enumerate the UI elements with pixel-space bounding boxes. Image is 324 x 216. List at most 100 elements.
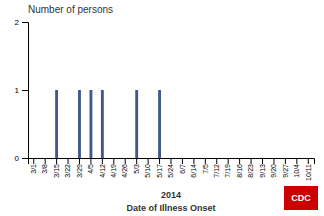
y-tick-label: 0 bbox=[15, 154, 20, 163]
x-tick-mark bbox=[239, 158, 240, 164]
x-tick-mark bbox=[308, 158, 309, 164]
x-tick-mark bbox=[216, 158, 217, 164]
y-tick: 0 bbox=[15, 154, 28, 163]
x-tick-mark bbox=[125, 158, 126, 164]
y-label: Number of persons bbox=[28, 4, 113, 15]
logo: CDC bbox=[284, 186, 318, 210]
y-tick-label: 1 bbox=[15, 86, 20, 95]
x-tick-label: 7/12 bbox=[213, 164, 220, 178]
y-tick-mark bbox=[22, 22, 28, 23]
x-tick: 10/4 bbox=[293, 158, 300, 178]
x-axis: 3/1 3/8 3/15 3/22 3/29 4/5 4/12 4/19 4/26 5/3 5/10… bbox=[29, 158, 315, 181]
x-tick: 4/19 bbox=[110, 158, 117, 178]
y-tick: 2 bbox=[15, 18, 28, 27]
x-tick-mark bbox=[136, 158, 137, 164]
x-tick: 3/8 bbox=[41, 158, 48, 174]
x-tick: 5/10 bbox=[144, 158, 151, 178]
x-tick-label: 9/27 bbox=[282, 164, 289, 178]
x-tick-label: 10/4 bbox=[293, 164, 300, 178]
x-tick-mark bbox=[159, 158, 160, 164]
x-tick-mark bbox=[68, 158, 69, 164]
y-axis: 0 1 2 bbox=[15, 18, 29, 163]
bar bbox=[158, 90, 161, 158]
x-tick-label: 8/23 bbox=[247, 164, 254, 178]
x-tick-label: 7/19 bbox=[224, 164, 231, 178]
x-tick-label: 6/7 bbox=[179, 164, 186, 174]
x-tick: 7/5 bbox=[202, 158, 209, 174]
x-tick: 3/1 bbox=[30, 158, 37, 174]
x-tick: 3/22 bbox=[64, 158, 71, 178]
x-tick: 4/26 bbox=[121, 158, 128, 178]
y-tick-label: 2 bbox=[15, 18, 20, 27]
y-tick: 1 bbox=[15, 86, 28, 95]
x-tick-mark bbox=[45, 158, 46, 164]
x-tick-mark bbox=[79, 158, 80, 164]
x-tick-mark bbox=[33, 158, 34, 164]
x-tick-label: 10/11 bbox=[305, 164, 312, 181]
x-tick-label: 3/22 bbox=[64, 164, 71, 178]
x-tick-mark bbox=[296, 158, 297, 164]
x-tick-label: 3/29 bbox=[76, 164, 83, 178]
chart: 3/1 3/8 3/15 3/22 3/29 4/5 4/12 4/19 4/26 5/3 5/10… bbox=[0, 0, 324, 216]
x-tick-label: 4/26 bbox=[121, 164, 128, 178]
x-tick: 9/27 bbox=[282, 158, 289, 178]
x-tick: 9/20 bbox=[270, 158, 277, 178]
x-tick-label: 7/5 bbox=[202, 164, 209, 174]
x-tick-mark bbox=[273, 158, 274, 164]
x-tick-label: 4/12 bbox=[99, 164, 106, 178]
y-tick-mark bbox=[22, 158, 28, 159]
x-tick-mark bbox=[262, 158, 263, 164]
bar bbox=[55, 90, 58, 158]
logo-box bbox=[284, 186, 318, 210]
x-tick: 6/7 bbox=[179, 158, 186, 174]
x-tick-label: 5/17 bbox=[156, 164, 163, 178]
x-tick-label: 5/24 bbox=[167, 164, 174, 178]
x-tick-label: 4/19 bbox=[110, 164, 117, 178]
bars bbox=[55, 90, 161, 158]
x-tick: 3/29 bbox=[76, 158, 83, 178]
x-tick-label: 5/10 bbox=[144, 164, 151, 178]
x-tick: 4/5 bbox=[87, 158, 94, 174]
bar bbox=[101, 90, 104, 158]
x-tick-label: 4/5 bbox=[87, 164, 94, 174]
x-label: Date of Illness Onset bbox=[126, 203, 215, 213]
x-tick-mark bbox=[205, 158, 206, 164]
x-tick-mark bbox=[171, 158, 172, 164]
x-tick-mark bbox=[251, 158, 252, 164]
x-tick: 3/15 bbox=[53, 158, 60, 178]
y-tick-mark bbox=[22, 90, 28, 91]
x-tick-mark bbox=[228, 158, 229, 164]
x-tick-mark bbox=[102, 158, 103, 164]
x-tick-label: 6/14 bbox=[190, 164, 197, 178]
x-tick: 10/11 bbox=[305, 158, 312, 181]
x-tick: 7/12 bbox=[213, 158, 220, 178]
x-tick: 5/24 bbox=[167, 158, 174, 178]
x-tick-mark bbox=[56, 158, 57, 164]
x-tick: 5/17 bbox=[156, 158, 163, 178]
x-tick-label: 9/13 bbox=[259, 164, 266, 178]
x-tick: 9/13 bbox=[259, 158, 266, 178]
x-tick-label: 3/1 bbox=[30, 164, 37, 174]
x-tick: 6/14 bbox=[190, 158, 197, 178]
x-tick-mark bbox=[193, 158, 194, 164]
bar bbox=[78, 90, 81, 158]
x-tick-mark bbox=[90, 158, 91, 164]
bar bbox=[135, 90, 138, 158]
year-label: 2014 bbox=[161, 190, 181, 200]
x-tick-mark bbox=[182, 158, 183, 164]
x-axis-line bbox=[29, 159, 315, 165]
x-tick: 5/3 bbox=[133, 158, 140, 174]
x-tick: 8/23 bbox=[247, 158, 254, 178]
x-tick-mark bbox=[113, 158, 114, 164]
x-tick: 4/12 bbox=[99, 158, 106, 178]
y-axis-line bbox=[22, 23, 29, 159]
x-tick-label: 9/20 bbox=[270, 164, 277, 178]
plot: 3/1 3/8 3/15 3/22 3/29 4/5 4/12 4/19 4/26 5/3 5/10… bbox=[15, 18, 315, 181]
x-tick: 7/19 bbox=[224, 158, 231, 178]
x-tick-mark bbox=[148, 158, 149, 164]
x-tick-label: 3/15 bbox=[53, 164, 60, 178]
x-tick-label: 5/3 bbox=[133, 164, 140, 174]
x-tick-mark bbox=[285, 158, 286, 164]
bar bbox=[89, 90, 92, 158]
x-tick-label: 3/8 bbox=[41, 164, 48, 174]
